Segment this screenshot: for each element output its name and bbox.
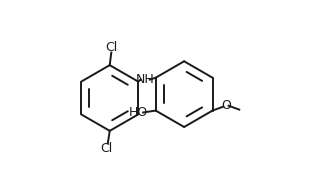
Text: Cl: Cl <box>105 41 117 54</box>
Text: HO: HO <box>129 106 148 119</box>
Text: Cl: Cl <box>101 142 113 155</box>
Text: O: O <box>221 99 231 112</box>
Text: NH: NH <box>135 73 154 86</box>
